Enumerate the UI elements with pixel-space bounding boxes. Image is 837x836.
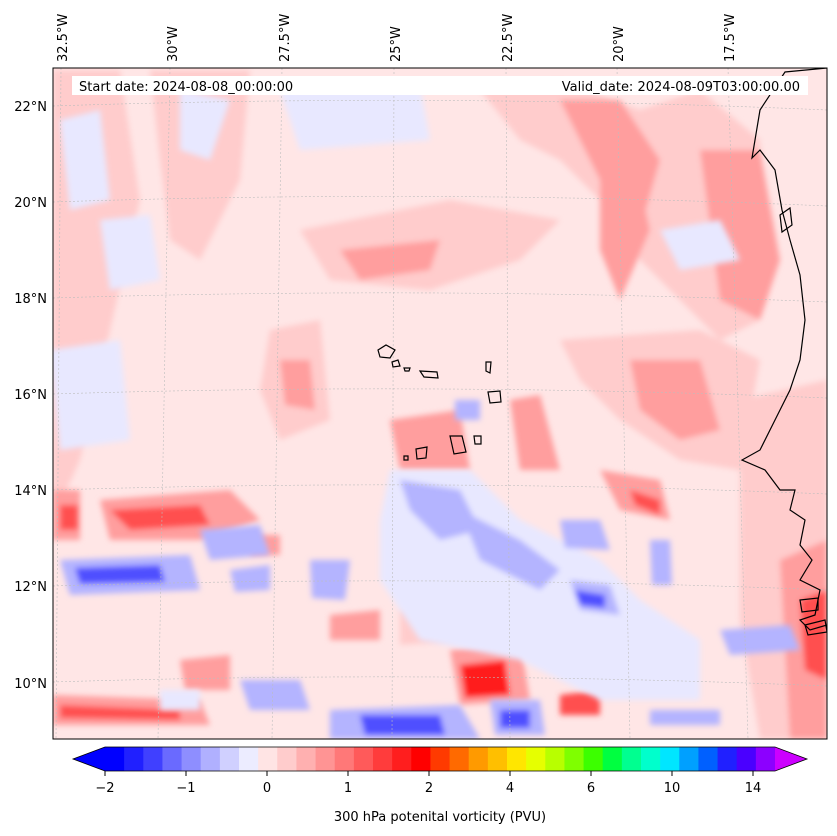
colorbar-segment — [430, 747, 451, 771]
colorbar-segment — [526, 747, 546, 771]
start-date-label: Start date: 2024-08-08_00:00:00 — [79, 80, 293, 95]
colorbar-tick-label: 6 — [587, 781, 595, 796]
map-panel — [53, 68, 827, 739]
longitude-labels: 32.5°W 30°W 27.5°W 25°W 22.5°W 20°W 17.5… — [56, 14, 738, 62]
pv-field-negative — [53, 85, 800, 739]
colorbar-segment — [296, 747, 317, 771]
colorbar-segment — [181, 747, 202, 771]
colorbar-segment — [334, 747, 355, 771]
lat-label: 12°N — [14, 580, 47, 595]
lon-label: 22.5°W — [501, 14, 516, 62]
colorbar-segment — [468, 747, 489, 771]
colorbar-tick-label: 4 — [506, 781, 514, 796]
lon-label: 32.5°W — [56, 14, 71, 62]
colorbar-tick-label: 10 — [664, 781, 681, 796]
valid-date-label: Valid_date: 2024-08-09T03:00:00.00 — [562, 80, 800, 95]
colorbar-under-arrow — [73, 747, 105, 771]
colorbar-segment — [641, 747, 661, 771]
colorbar-segment — [277, 747, 297, 771]
colorbar-segment — [449, 747, 470, 771]
lon-label: 30°W — [166, 26, 181, 62]
colorbar-segment — [755, 747, 776, 771]
colorbar-segment — [219, 747, 240, 771]
colorbar-segment — [717, 747, 738, 771]
colorbar-tick-label: 2 — [425, 781, 433, 796]
lon-label: 20°W — [612, 26, 627, 62]
cape-verde-islands — [377, 344, 502, 461]
colorbar-segment — [143, 747, 163, 771]
colorbar-tick-label: 1 — [344, 781, 352, 796]
colorbar-segment — [487, 747, 508, 771]
colorbar-segment — [315, 747, 336, 771]
colorbar-tick-label: 14 — [745, 781, 762, 796]
colorbar-segment — [200, 747, 221, 771]
colorbar-segment — [353, 747, 374, 771]
coastline — [740, 68, 827, 636]
lat-label: 14°N — [14, 484, 47, 499]
colorbar-segment — [564, 747, 585, 771]
lat-label: 16°N — [14, 388, 47, 403]
colorbar-segment — [105, 747, 125, 771]
colorbar-segments — [105, 747, 776, 771]
colorbar-tick-label: −2 — [95, 781, 114, 796]
colorbar-segment — [507, 747, 527, 771]
map-frame — [52, 67, 828, 740]
colorbar-segment — [373, 747, 393, 771]
colorbar-segment — [162, 747, 183, 771]
colorbar-segment — [392, 747, 412, 771]
colorbar-tick-label: 0 — [263, 781, 271, 796]
lat-label: 18°N — [14, 292, 47, 307]
lon-label: 27.5°W — [278, 14, 293, 62]
colorbar-segment — [258, 747, 278, 771]
colorbar-segment — [239, 747, 259, 771]
colorbar-segment — [621, 747, 642, 771]
colorbar-segment — [411, 747, 431, 771]
latitude-labels: 22°N 20°N 18°N 16°N 14°N 12°N 10°N — [14, 100, 47, 692]
colorbar-tick-label: −1 — [176, 781, 195, 796]
lon-label: 25°W — [389, 26, 404, 62]
colorbar-segment — [698, 747, 719, 771]
lat-label: 22°N — [14, 100, 47, 115]
colorbar-over-arrow — [775, 747, 807, 771]
pv-field-positive — [53, 70, 827, 739]
colorbar: −2 −1 0 1 2 4 6 10 14 300 hPa potenital … — [71, 746, 809, 825]
colorbar-segment — [679, 747, 699, 771]
lat-label: 20°N — [14, 196, 47, 211]
colorbar-segment — [583, 747, 604, 771]
colorbar-segment — [545, 747, 565, 771]
colorbar-segment — [660, 747, 680, 771]
lon-label: 17.5°W — [723, 14, 738, 62]
colorbar-segment — [602, 747, 623, 771]
colorbar-title: 300 hPa potenital vorticity (PVU) — [334, 810, 546, 825]
colorbar-segment — [736, 747, 757, 771]
colorbar-segment — [124, 747, 144, 771]
date-label-box — [72, 76, 808, 95]
lat-label: 10°N — [14, 677, 47, 692]
colorbar-ticks: −2 −1 0 1 2 4 6 10 14 — [95, 771, 761, 796]
